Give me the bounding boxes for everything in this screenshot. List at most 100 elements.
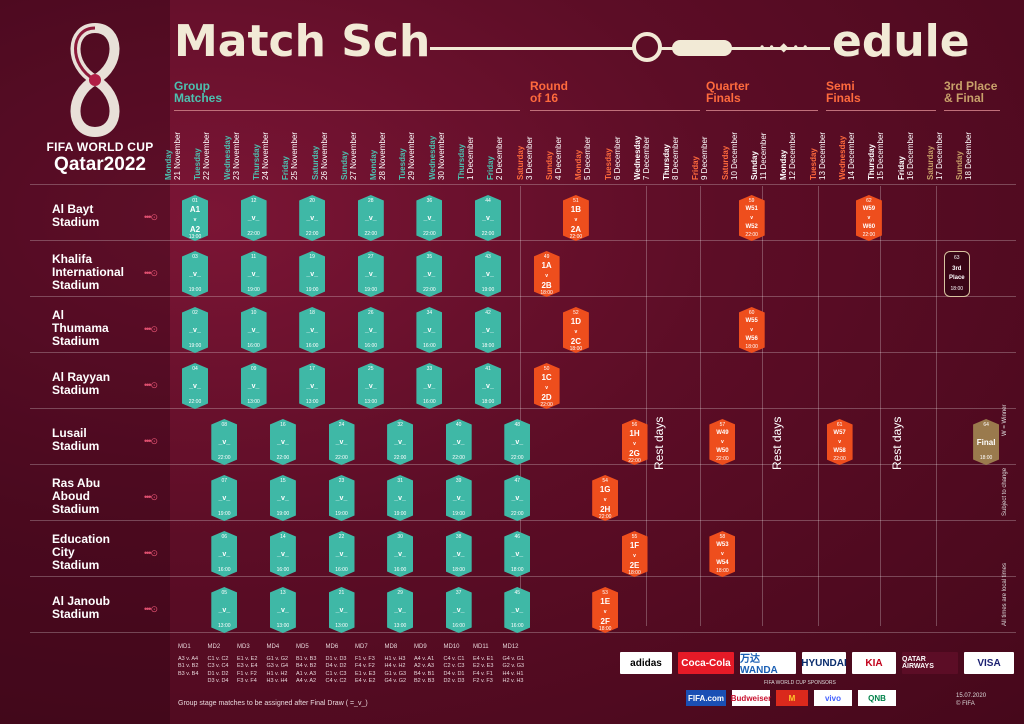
date-label: 17 December [934, 131, 944, 180]
match-time: 18:00 [716, 568, 729, 574]
match-card: 35 _v_ 22:00 [416, 251, 443, 297]
phase-label: Group Matches [174, 79, 223, 105]
match-number: 27 [368, 254, 374, 260]
day-of-week: Monday [574, 149, 584, 180]
match-number: 61 [836, 422, 843, 428]
match-time: 16:00 [305, 343, 319, 349]
match-pairing: _v_ [306, 270, 319, 278]
stadium-marker-icon: •••⊙ [144, 548, 158, 558]
match-card: 58 W53 v W54 18:00 [709, 531, 736, 577]
match-card: 37 _v_ 16:00 [445, 587, 472, 633]
phase-label: Quarter Finals [706, 79, 750, 105]
match-pairing: Final [976, 437, 996, 447]
stadium-name: Al Janoub Stadium [52, 594, 111, 621]
match-pairing: 1E v 2F [600, 597, 611, 626]
match-number: 60 [748, 310, 755, 316]
match-time: 18:00 [540, 290, 553, 296]
rest-days-label: Rest days [770, 416, 784, 470]
match-card: 27 _v_ 19:00 [357, 251, 384, 297]
day-of-week: Tuesday [808, 148, 818, 180]
match-time: 16:00 [423, 399, 436, 405]
matchday-legend: MD8 H1 v. H3 H4 v. H2 G1 v. G3 G4 v. G2 [384, 644, 407, 684]
match-pairing: 3rd Place [948, 266, 965, 281]
day-of-week: Monday [369, 149, 379, 180]
match-card: 17 _v_ 13:00 [299, 363, 326, 409]
match-number: 58 [719, 534, 726, 540]
match-card: 57 W49 v W50 22:00 [709, 419, 736, 465]
match-pairing: 1H v 2G [629, 429, 640, 458]
date-label: 2 December [495, 136, 505, 180]
day-of-week: Sunday [955, 151, 965, 180]
match-card: 18 _v_ 16:00 [299, 307, 326, 353]
date-label: 21 November [173, 131, 182, 180]
match-pairing: _v_ [306, 326, 319, 334]
match-number: 44 [485, 198, 491, 204]
match-number: 57 [719, 422, 726, 428]
stadium-marker-icon: •••⊙ [144, 268, 158, 278]
match-card: 54 1G v 2H 22:00 [592, 475, 619, 521]
match-card: 62 W59 v W60 22:00 [855, 195, 882, 241]
match-number: 21 [338, 590, 345, 596]
day-of-week: Thursday [251, 143, 261, 180]
match-pairing: _v_ [189, 382, 201, 390]
match-number: 02 [192, 310, 198, 316]
matchday-legend: MD7 F1 v. F3 F4 v. F2 E1 v. E3 E4 v. E2 [355, 644, 376, 684]
match-time: 13:00 [218, 623, 231, 629]
date-label: 9 December [700, 136, 710, 180]
match-number: 05 [221, 590, 228, 596]
date-label: 22 November [202, 131, 212, 180]
match-card: 05 _v_ 13:00 [211, 587, 238, 633]
match-pairing: _v_ [423, 270, 436, 278]
match-card: 32 _v_ 22:00 [387, 419, 414, 465]
row-divider [30, 296, 1016, 297]
match-time: 18:00 [598, 626, 612, 632]
day-of-week: Saturday [310, 145, 320, 180]
phase-divider [706, 110, 818, 111]
match-pairing: _v_ [277, 606, 289, 614]
match-time: 16:00 [364, 343, 378, 349]
match-card: 49 1A v 2B 18:00 [533, 251, 560, 297]
match-pairing: 1D v 2C [570, 317, 581, 346]
day-of-week: Saturday [925, 145, 935, 180]
match-number: 11 [250, 254, 257, 260]
day-of-week: Tuesday [603, 148, 613, 180]
stadium-name: Ras Abu Aboud Stadium [52, 475, 101, 516]
match-pairing: _v_ [364, 214, 377, 222]
match-pairing: _v_ [394, 494, 406, 502]
match-pairing: _v_ [482, 214, 494, 222]
row-divider [30, 520, 1016, 521]
matchday-legend: MD6 D1 v. D3 D4 v. D2 C1 v. C3 C4 v. C2 [325, 644, 347, 684]
match-time: 22:00 [569, 234, 583, 240]
match-time: 16:00 [247, 343, 260, 349]
date-label: 7 December [641, 136, 651, 180]
date-label: 16 December [905, 131, 915, 180]
match-number: 24 [338, 422, 345, 428]
match-time: 19:00 [364, 287, 378, 293]
match-number: 23 [338, 478, 345, 484]
match-number: 03 [192, 254, 198, 260]
match-number: 41 [485, 366, 491, 372]
sponsor-logo: vivo [814, 690, 852, 706]
date-label: 15 December [876, 131, 886, 180]
match-card: 09 _v_ 13:00 [240, 363, 267, 409]
match-card: 60 W55 v W56 18:00 [738, 307, 765, 353]
match-number: 37 [455, 590, 462, 596]
sponsor-logo: Coca-Cola [678, 652, 734, 674]
rest-days-label: Rest days [890, 416, 904, 470]
match-pairing: _v_ [452, 606, 465, 614]
match-time: 19:00 [393, 511, 407, 517]
match-pairing: _v_ [511, 438, 524, 446]
match-pairing: _v_ [364, 270, 377, 278]
match-card: 02 _v_ 19:00 [182, 307, 208, 353]
date-label: 29 November [407, 131, 417, 180]
day-of-week: Sunday [544, 151, 554, 180]
column-divider [646, 186, 647, 626]
match-time: 19:00 [188, 343, 202, 349]
match-time: 13:00 [305, 399, 319, 405]
match-card: 29 _v_ 13:00 [387, 587, 414, 633]
row-divider [30, 352, 1016, 353]
match-time: 22:00 [452, 455, 465, 461]
match-card: 45 _v_ 16:00 [504, 587, 531, 633]
phase-divider [944, 110, 1000, 111]
match-pairing: W59 v W60 [862, 206, 876, 230]
